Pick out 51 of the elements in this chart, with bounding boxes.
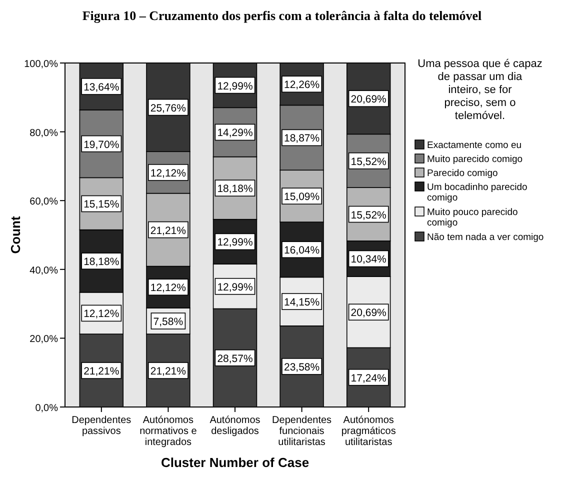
data-label: 16,04% — [284, 244, 320, 257]
x-axis-title: Cluster Number of Case — [160, 455, 310, 470]
data-label: 28,57% — [217, 352, 253, 365]
data-label: 18,18% — [217, 183, 253, 196]
data-label: 17,24% — [350, 372, 386, 384]
data-label: 12,12% — [150, 167, 186, 180]
data-label: 12,99% — [217, 236, 253, 249]
data-label: 20,69% — [350, 307, 386, 320]
data-label: 15,09% — [284, 191, 320, 204]
data-label: 21,21% — [84, 366, 120, 378]
legend-title: Uma pessoa que é capaz de passar um dia inteiro, se for preciso, sem o telemóvel. — [418, 58, 542, 122]
data-label: 15,52% — [350, 209, 386, 222]
x-tick-label: Autónomos normativos e integrados — [140, 415, 198, 448]
data-label: 10,34% — [350, 254, 386, 266]
y-tick-label: 20,0% — [30, 334, 58, 346]
legend-label: Muito pouco parecido comigo — [427, 207, 518, 228]
data-label: 23,58% — [284, 361, 320, 374]
x-tick-label: Autónomos pragmáticos utilitaristas — [341, 415, 396, 448]
x-tick-label: Dependentes funcionais utilitaristas — [272, 415, 332, 448]
data-label: 7,58% — [153, 316, 184, 328]
y-tick-label: 60,0% — [30, 196, 58, 208]
data-label: 15,15% — [84, 198, 120, 211]
data-label: 12,12% — [150, 282, 186, 294]
data-label: 18,18% — [84, 256, 120, 268]
data-label: 20,69% — [350, 94, 386, 106]
data-label: 15,52% — [350, 156, 386, 168]
legend-label: Exactamente como eu — [427, 140, 522, 151]
x-tick-label: Autónomos desligados — [210, 415, 260, 437]
data-label: 14,15% — [284, 296, 320, 309]
data-label: 12,99% — [217, 281, 253, 294]
data-label: 14,29% — [217, 127, 253, 140]
legend-label: Parecido comigo — [427, 168, 498, 179]
data-label: 12,12% — [84, 308, 120, 320]
x-tick-label: Dependentes passivos — [72, 415, 132, 437]
chart-title: Figura 10 – Cruzamento dos perfis com a tolerância à falta do telemóvel — [82, 8, 482, 23]
legend-label: Muito parecido comigo — [427, 154, 523, 165]
data-label: 21,21% — [150, 224, 186, 237]
data-label: 25,76% — [150, 102, 186, 114]
data-label: 21,21% — [150, 366, 186, 378]
y-tick-label: 40,0% — [30, 265, 58, 276]
data-label: 12,26% — [284, 79, 320, 92]
y-tick-label: 0,0% — [35, 403, 58, 414]
legend-label: Um bocadinho parecido comigo — [427, 182, 528, 204]
data-label: 13,64% — [84, 81, 120, 94]
y-tick-label: 100,0% — [24, 59, 58, 70]
data-label: 19,70% — [84, 138, 120, 151]
y-tick-label: 80,0% — [30, 128, 58, 139]
data-label: 12,99% — [217, 80, 253, 92]
legend-label: Não tem nada a ver comigo — [427, 232, 544, 243]
y-axis-title: Count — [8, 216, 23, 254]
data-label: 18,87% — [284, 132, 320, 145]
